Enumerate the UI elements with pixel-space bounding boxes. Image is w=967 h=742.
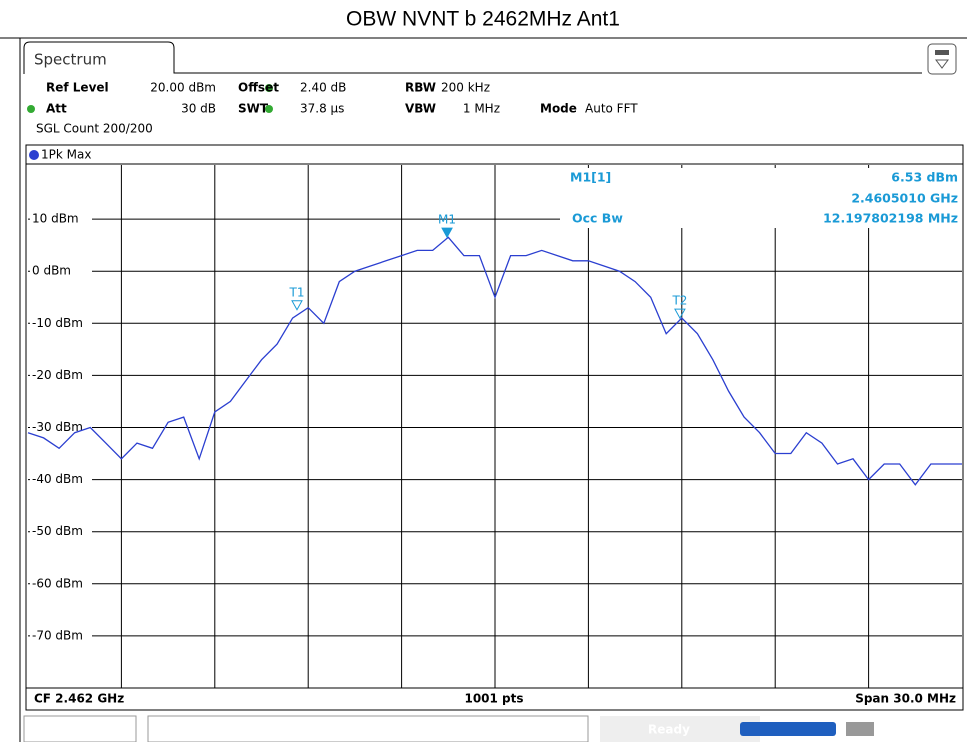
menu-icon[interactable] [927, 43, 957, 75]
status-text: Ready [648, 723, 690, 737]
marker-info: Occ Bw [572, 211, 623, 226]
setting-name: VBW [405, 102, 436, 116]
y-tick-label: -10 dBm [32, 316, 83, 330]
setting-value: 37.8 µs [300, 102, 344, 116]
label-background [30, 263, 92, 280]
status-dot [265, 105, 273, 113]
setting-name: RBW [405, 81, 436, 95]
setting-value: 30 dB [181, 102, 216, 116]
y-tick-label: -60 dBm [32, 576, 83, 590]
setting-value: Auto FFT [585, 102, 638, 116]
marker [291, 300, 303, 311]
span: Span 30.0 MHz [855, 692, 956, 706]
label-background [30, 523, 92, 540]
menu-icon-bar [935, 50, 949, 55]
y-tick-label: -70 dBm [32, 628, 83, 642]
plot: 10 dBm 0 dBm -10 dBm -20 dBm -30 dBm -40 dBm -… [27, 165, 962, 688]
label-background [30, 315, 92, 332]
softkey[interactable] [23, 715, 137, 742]
lxi-logo [846, 722, 874, 736]
menu-icon-arrow [935, 59, 949, 69]
setting-value: 20.00 dBm [150, 81, 216, 95]
label-background [30, 367, 92, 384]
label-background [30, 627, 92, 644]
setting-name: SWT [238, 102, 269, 116]
setting-name: Att [46, 102, 67, 116]
center-frequency: CF 2.462 GHz [34, 692, 124, 706]
trace-label: 1Pk Max [41, 148, 91, 162]
marker-label: M1 [438, 213, 456, 227]
status-dot [27, 105, 35, 113]
tab-outline [23, 41, 922, 74]
y-tick-label: -20 dBm [32, 368, 83, 382]
progress-bar [740, 722, 836, 736]
label-background [30, 575, 92, 592]
trace-dot [29, 150, 39, 160]
y-tick-label: 0 dBm [32, 264, 71, 278]
points: 1001 pts [464, 692, 523, 706]
marker-info: 12.197802198 MHz [823, 211, 958, 226]
sweep-count: SGL Count 200/200 [36, 122, 153, 136]
y-tick-label: -40 dBm [32, 472, 83, 486]
marker-info: 2.4605010 GHz [851, 191, 958, 206]
marker-label: T2 [671, 294, 687, 308]
marker-info: M1[1] [570, 170, 611, 185]
setting-value: 200 kHz [441, 81, 490, 95]
label-background [30, 211, 92, 228]
marker-info: 6.53 dBm [891, 170, 958, 185]
y-tick-label: -50 dBm [32, 524, 83, 538]
marker-label: T1 [289, 285, 305, 299]
message-field [147, 715, 589, 742]
y-tick-label: 10 dBm [32, 212, 79, 226]
status-dot [265, 84, 273, 92]
window-title: OBW NVNT b 2462MHz Ant1 [346, 8, 620, 31]
setting-value: 2.40 dB [300, 81, 346, 95]
marker [674, 308, 686, 320]
setting-name: Offset [238, 81, 279, 95]
tab-label[interactable]: Spectrum [34, 51, 107, 69]
y-tick-label: -30 dBm [32, 420, 83, 434]
status-field [600, 716, 760, 742]
setting-name: Mode [540, 102, 577, 116]
info-background [560, 168, 962, 228]
label-background [30, 471, 92, 488]
trace [27, 236, 962, 486]
setting-value: 1 MHz [463, 102, 500, 116]
marker [441, 227, 453, 239]
setting-name: Ref Level [46, 81, 109, 95]
